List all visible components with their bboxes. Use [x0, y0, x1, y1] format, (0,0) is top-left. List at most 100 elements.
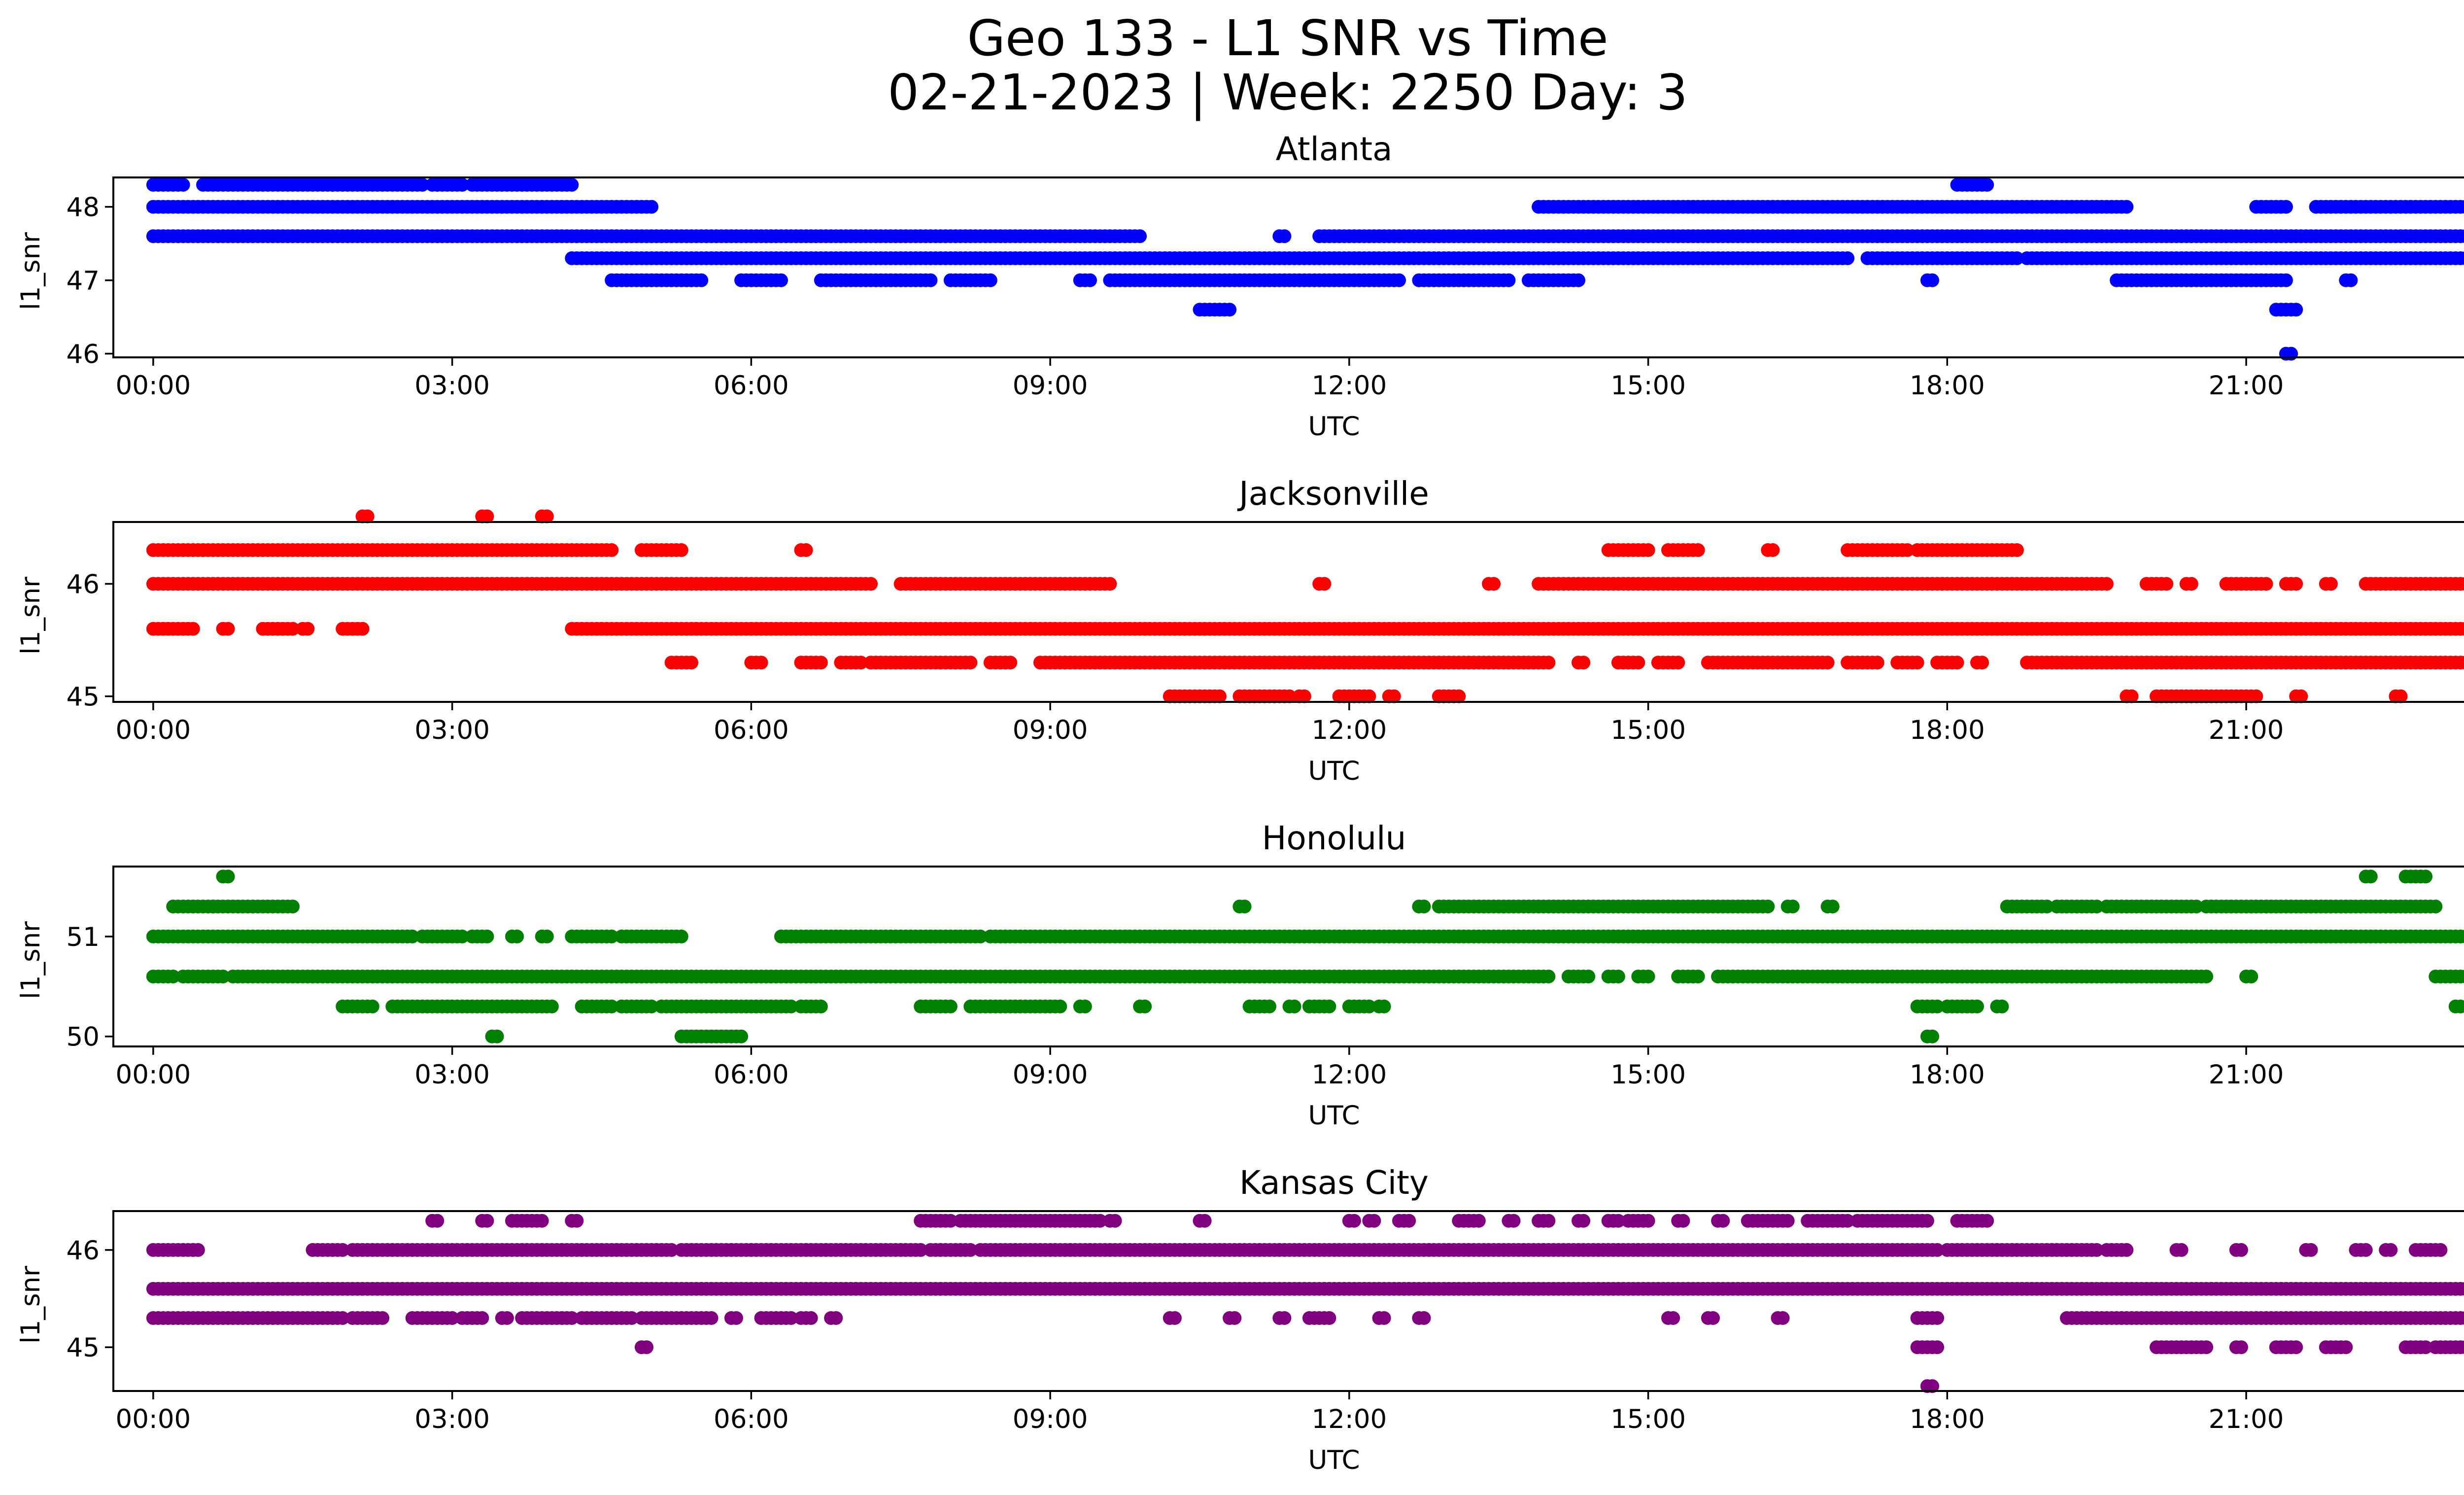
- subplot-title: Honolulu: [1262, 819, 1406, 857]
- data-point: [540, 509, 554, 523]
- data-point: [963, 656, 978, 670]
- data-point: [734, 1029, 749, 1043]
- data-point: [1910, 656, 1924, 670]
- data-point: [2384, 1243, 2398, 1257]
- data-point: [1133, 229, 1147, 243]
- y-tick-label: 51: [67, 922, 100, 952]
- data-point: [1347, 1214, 1361, 1228]
- data-point: [694, 273, 709, 287]
- plot-frame: [112, 176, 2464, 358]
- data-point: [221, 869, 235, 884]
- data-point: [1766, 543, 1780, 557]
- data-point: [1920, 1214, 1934, 1228]
- subplot-jacksonville: Jacksonville UTC l1_snr 00:00 03:00 06:00 0…: [16, 475, 2464, 786]
- subplot-title: Jacksonville: [1237, 475, 1429, 513]
- data-point: [286, 900, 300, 914]
- data-point: [2279, 273, 2293, 287]
- data-point: [1641, 1214, 1655, 1228]
- data-point: [1970, 999, 1984, 1013]
- x-tick-label: 06:00: [714, 1060, 789, 1090]
- data-point: [1631, 656, 1645, 670]
- data-point: [1083, 273, 1097, 287]
- x-axis-ticks: 00:00 03:00 06:00 09:00 12:00 15:00 18:00 21:00…: [116, 357, 2284, 401]
- data-point: [774, 273, 788, 287]
- data-point: [286, 622, 300, 636]
- x-tick-label: 18:00: [1910, 715, 1985, 745]
- scatter-points: [146, 509, 2464, 703]
- data-point: [1392, 273, 1406, 287]
- y-axis-label: l1_snr: [16, 1266, 46, 1344]
- data-point: [924, 273, 938, 287]
- data-point: [2174, 1243, 2189, 1257]
- data-point: [2234, 1243, 2248, 1257]
- data-point: [2099, 577, 2114, 591]
- figure-title-line1: Geo 133 - L1 SNR vs Time: [967, 9, 1608, 67]
- data-point: [545, 999, 559, 1013]
- data-point: [1138, 999, 1152, 1013]
- data-point: [360, 509, 375, 523]
- data-point: [1870, 656, 1884, 670]
- data-point: [2459, 200, 2464, 214]
- data-point: [1487, 577, 1501, 591]
- x-tick-label: 03:00: [414, 371, 490, 401]
- data-point: [1541, 970, 1556, 984]
- data-point: [490, 1029, 504, 1043]
- data-point: [1417, 900, 1431, 914]
- data-point: [1975, 656, 1989, 670]
- snr-level-1: [146, 543, 2024, 557]
- data-point: [799, 543, 813, 557]
- data-point: [1223, 303, 1237, 317]
- data-point: [1641, 970, 1655, 984]
- data-point: [1980, 1214, 1994, 1228]
- data-point: [415, 177, 429, 192]
- data-point: [754, 656, 768, 670]
- data-point: [684, 656, 698, 670]
- y-tick-label: 46: [67, 569, 100, 599]
- x-tick-label: 09:00: [1013, 715, 1088, 745]
- x-tick-label: 00:00: [116, 715, 191, 745]
- data-point: [1103, 577, 1117, 591]
- x-tick-label: 00:00: [116, 371, 191, 401]
- data-point: [2359, 1243, 2373, 1257]
- data-point: [2304, 1243, 2318, 1257]
- data-point: [645, 200, 659, 214]
- data-point: [1925, 273, 1939, 287]
- data-point: [1502, 273, 1516, 287]
- data-point: [1078, 999, 1092, 1013]
- data-point: [1541, 656, 1556, 670]
- data-point: [1287, 999, 1301, 1013]
- snr-level-3: [146, 970, 2464, 984]
- data-point: [1506, 1214, 1521, 1228]
- x-tick-label: 12:00: [1311, 371, 1387, 401]
- snr-level-1: [146, 200, 2464, 214]
- data-point: [2120, 200, 2134, 214]
- y-axis-label: l1_snr: [16, 232, 46, 310]
- y-tick-label: 48: [67, 193, 100, 223]
- data-point: [1572, 273, 1585, 287]
- data-point: [2279, 200, 2293, 214]
- data-point: [1377, 999, 1391, 1013]
- data-point: [1980, 177, 1994, 192]
- data-point: [1277, 229, 1292, 243]
- data-point: [1322, 999, 1336, 1013]
- data-point: [1995, 999, 2009, 1013]
- data-point: [674, 929, 688, 943]
- data-point: [455, 177, 469, 192]
- data-point: [983, 273, 997, 287]
- data-point: [480, 1214, 494, 1228]
- data-point: [1691, 543, 1705, 557]
- data-point: [2120, 1243, 2134, 1257]
- data-point: [1402, 1214, 1416, 1228]
- data-point: [1541, 1214, 1556, 1228]
- data-point: [1785, 900, 1800, 914]
- snr-level-3: [565, 251, 2464, 265]
- x-tick-label: 09:00: [1013, 1060, 1088, 1090]
- data-point: [1841, 251, 1855, 265]
- data-point: [1950, 656, 1964, 670]
- subplot-atlanta: Atlanta UTC l1_snr 00:00 03:00 06:00 09:00 1…: [16, 130, 2464, 442]
- data-point: [1367, 1214, 1381, 1228]
- x-tick-label: 18:00: [1910, 371, 1985, 401]
- snr-level-2: [146, 1282, 2464, 1296]
- snr-level-6: [2279, 347, 2298, 361]
